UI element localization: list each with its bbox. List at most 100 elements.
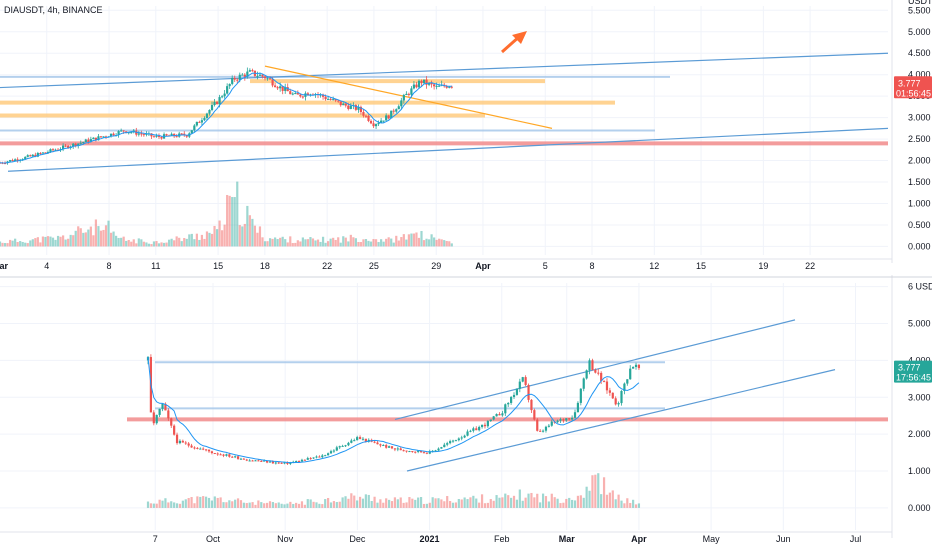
candle-up bbox=[422, 79, 426, 84]
volume-bar bbox=[585, 486, 588, 508]
time-tick-label: 2021 bbox=[420, 534, 440, 544]
volume-bar bbox=[137, 238, 140, 247]
volume-bar bbox=[231, 197, 234, 247]
candle-down bbox=[233, 77, 236, 80]
candle-down bbox=[422, 452, 426, 454]
volume-bar bbox=[231, 501, 234, 508]
candle-down bbox=[185, 135, 188, 137]
candle-down bbox=[202, 448, 205, 450]
candle-down bbox=[187, 443, 190, 446]
volume-bar bbox=[193, 503, 196, 508]
candle-up bbox=[380, 120, 383, 123]
volume-bar bbox=[463, 497, 466, 508]
price-tick-label: 2.000 bbox=[908, 156, 931, 166]
time-tick-label: 22 bbox=[322, 261, 332, 271]
volume-bar bbox=[434, 498, 437, 508]
volume-bar bbox=[460, 499, 463, 508]
volume-bar bbox=[611, 490, 614, 508]
time-tick-label: Jul bbox=[850, 534, 862, 544]
candle-down bbox=[152, 412, 155, 424]
candle-up bbox=[469, 430, 472, 432]
volume-bar bbox=[547, 501, 550, 508]
volume-bar bbox=[319, 241, 322, 247]
time-tick-label: Jun bbox=[776, 534, 791, 544]
volume-bar bbox=[354, 238, 357, 247]
volume-bar bbox=[419, 497, 423, 508]
candle-up bbox=[263, 460, 266, 462]
candle-up bbox=[193, 125, 196, 131]
lower-channel-line bbox=[406, 369, 836, 472]
candle-up bbox=[507, 402, 510, 405]
volume-bar bbox=[367, 494, 370, 508]
volume-bar bbox=[410, 233, 413, 247]
volume-bar bbox=[266, 502, 269, 508]
volume-bar bbox=[190, 497, 193, 508]
volume-bar bbox=[478, 502, 481, 508]
volume-bar bbox=[626, 498, 629, 508]
volume-bar bbox=[257, 500, 260, 508]
candle-down bbox=[277, 462, 280, 464]
volume-bar bbox=[475, 498, 478, 508]
volume-bar bbox=[388, 499, 391, 508]
candle-down bbox=[175, 434, 179, 444]
last-price-label: 3.777 bbox=[898, 78, 921, 88]
chart-panel-daily[interactable]: 6 USDT 5.000 4.000 3.000 2.000 1.000 0.000 3.77… bbox=[0, 275, 932, 544]
volume-bar bbox=[132, 239, 135, 247]
candle-up bbox=[335, 447, 338, 451]
candle-up bbox=[417, 80, 421, 88]
candle-down bbox=[498, 414, 501, 416]
candle-down bbox=[385, 445, 388, 448]
volume-bar bbox=[215, 229, 219, 247]
volume-bar bbox=[550, 493, 553, 508]
candle-down bbox=[301, 96, 304, 98]
candle-up bbox=[412, 84, 416, 89]
candle-down bbox=[364, 115, 368, 117]
candle-up bbox=[435, 85, 438, 87]
candle-up bbox=[228, 83, 231, 87]
price-axis: 6 USDT 5.000 4.000 3.000 2.000 1.000 0.000 3.77… bbox=[891, 275, 932, 538]
candle-up bbox=[24, 156, 27, 160]
candle-down bbox=[337, 100, 340, 102]
volume-bar bbox=[248, 215, 251, 247]
volume-bar bbox=[276, 239, 279, 247]
candle-down bbox=[600, 372, 603, 382]
candle-up bbox=[200, 120, 204, 123]
chart-panel-4h[interactable]: 5.5005.0004.5004.0003.5003.0002.5002.000… bbox=[0, 0, 932, 271]
candle-up bbox=[226, 86, 229, 94]
volume-bar bbox=[56, 235, 60, 247]
volume-bar bbox=[44, 236, 47, 247]
volume-bar bbox=[338, 501, 341, 508]
candle-down bbox=[425, 452, 428, 454]
volume-bar bbox=[150, 244, 153, 247]
candle-up bbox=[451, 440, 455, 442]
volume-bar bbox=[450, 243, 453, 247]
candle-down bbox=[29, 155, 32, 157]
gridlines bbox=[0, 6, 888, 255]
volume-bar bbox=[61, 235, 65, 247]
volume-bar bbox=[175, 236, 178, 247]
volume-bar bbox=[594, 474, 597, 508]
candle-down bbox=[175, 136, 178, 138]
volume-bar bbox=[334, 239, 337, 247]
volume-bar bbox=[135, 243, 138, 247]
volume-bar bbox=[412, 233, 416, 247]
candle-down bbox=[339, 101, 342, 106]
candle-down bbox=[358, 437, 362, 439]
volume-bar bbox=[524, 497, 527, 508]
candle-down bbox=[594, 369, 597, 373]
volume-bar bbox=[300, 501, 304, 508]
candle-up bbox=[223, 93, 226, 97]
volume-bar bbox=[130, 241, 133, 247]
candle-up bbox=[92, 137, 95, 140]
volume-bar bbox=[512, 495, 516, 508]
volume-bar bbox=[64, 239, 67, 247]
volume-bar bbox=[87, 229, 90, 247]
volume-bar bbox=[31, 239, 34, 247]
volume-bar bbox=[602, 477, 606, 508]
volume-bar bbox=[54, 239, 57, 247]
candle-down bbox=[236, 79, 239, 81]
candle-down bbox=[591, 360, 594, 370]
volume-bar bbox=[359, 242, 363, 247]
candle-up bbox=[239, 458, 243, 460]
